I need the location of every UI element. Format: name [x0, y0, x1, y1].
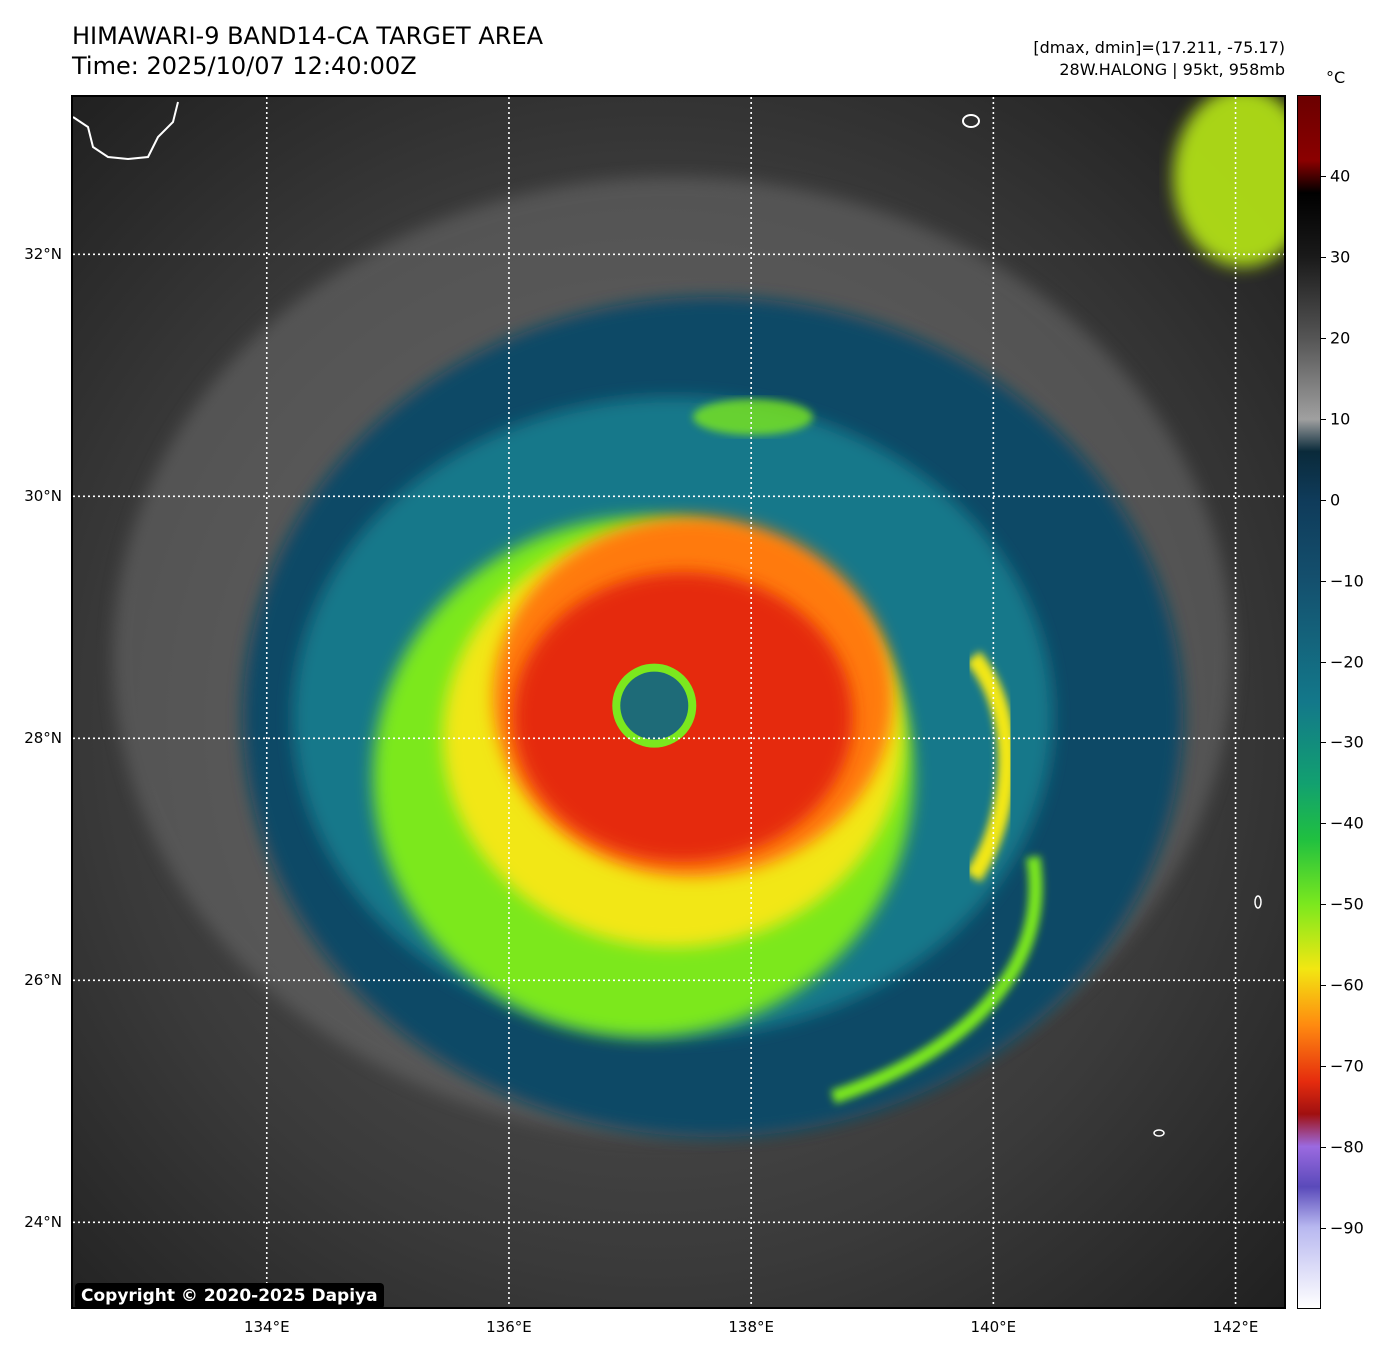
- island-outline: [1254, 895, 1262, 909]
- colorbar-tick-label: −40: [1330, 813, 1364, 833]
- spiral-arm-east: [965, 651, 1016, 882]
- lat-lon-grid: [73, 97, 1284, 1307]
- colorbar-tick: [1321, 661, 1326, 663]
- ne-convection: [1173, 97, 1284, 267]
- colorbar-tick: [1321, 418, 1326, 420]
- colorbar-tick-label: −80: [1330, 1137, 1364, 1157]
- colorbar-tick-label: 30: [1330, 247, 1351, 267]
- colorbar-tick: [1321, 580, 1326, 582]
- colorbar-unit: °C: [1326, 68, 1346, 87]
- longitude-label: 138°E: [728, 1318, 774, 1336]
- island-outline: [962, 114, 980, 128]
- colorbar-tick: [1321, 1147, 1326, 1149]
- colorbar-tick-label: −60: [1330, 975, 1364, 995]
- latitude-label: 24°N: [24, 1213, 62, 1232]
- colorbar-tick: [1321, 337, 1326, 339]
- colorbar-tick: [1321, 256, 1326, 258]
- colorbar-tick-label: 20: [1330, 328, 1351, 348]
- longitude-label: 134°E: [243, 1318, 290, 1336]
- colorbar-tick: [1321, 175, 1326, 177]
- latitude-label: 28°N: [24, 729, 62, 748]
- data-range-text: [dmax, dmin]=(17.211, -75.17): [1033, 38, 1285, 57]
- longitude-label: 140°E: [970, 1318, 1017, 1336]
- coastline: [73, 101, 179, 161]
- island-outline: [1153, 1129, 1165, 1137]
- copyright-badge: Copyright © 2020-2025 Dapiya: [75, 1283, 384, 1307]
- latitude-label: 30°N: [24, 487, 62, 506]
- northern-convection: [693, 399, 813, 435]
- storm-eye: [620, 671, 689, 740]
- colorbar-tick: [1321, 1066, 1326, 1068]
- satellite-map: Copyright © 2020-2025 Dapiya: [71, 95, 1286, 1309]
- colorbar-tick-label: −70: [1330, 1056, 1364, 1076]
- colorbar-tick-label: −20: [1330, 652, 1364, 672]
- colorbar-tick: [1321, 1228, 1326, 1230]
- colorbar-tick: [1321, 904, 1326, 906]
- colorbar-tick-label: −50: [1330, 894, 1364, 914]
- colorbar-tick-label: −90: [1330, 1218, 1364, 1238]
- storm-info-text: 28W.HALONG | 95kt, 958mb: [1059, 60, 1285, 79]
- satellite-image: [73, 97, 1284, 1307]
- colorbar-tick: [1321, 742, 1326, 744]
- image-title: HIMAWARI-9 BAND14-CA TARGET AREA: [72, 22, 544, 50]
- colorbar-tick: [1321, 823, 1326, 825]
- colorbar-tick-label: 10: [1330, 409, 1351, 429]
- latitude-label: 32°N: [24, 245, 62, 264]
- colorbar-tick-label: 40: [1330, 166, 1351, 186]
- colorbar-tick-label: −30: [1330, 732, 1364, 752]
- colorbar-tick-label: 0: [1330, 490, 1341, 510]
- longitude-label: 142°E: [1212, 1318, 1259, 1336]
- spiral-arm-south: [830, 855, 1043, 1104]
- colorbar-tick: [1321, 499, 1326, 501]
- longitude-label: 136°E: [486, 1318, 532, 1336]
- image-time: Time: 2025/10/07 12:40:00Z: [72, 52, 417, 80]
- latitude-label: 26°N: [24, 971, 62, 990]
- colorbar: [1297, 95, 1321, 1309]
- colorbar-tick: [1321, 985, 1326, 987]
- colorbar-tick-label: −10: [1330, 571, 1364, 591]
